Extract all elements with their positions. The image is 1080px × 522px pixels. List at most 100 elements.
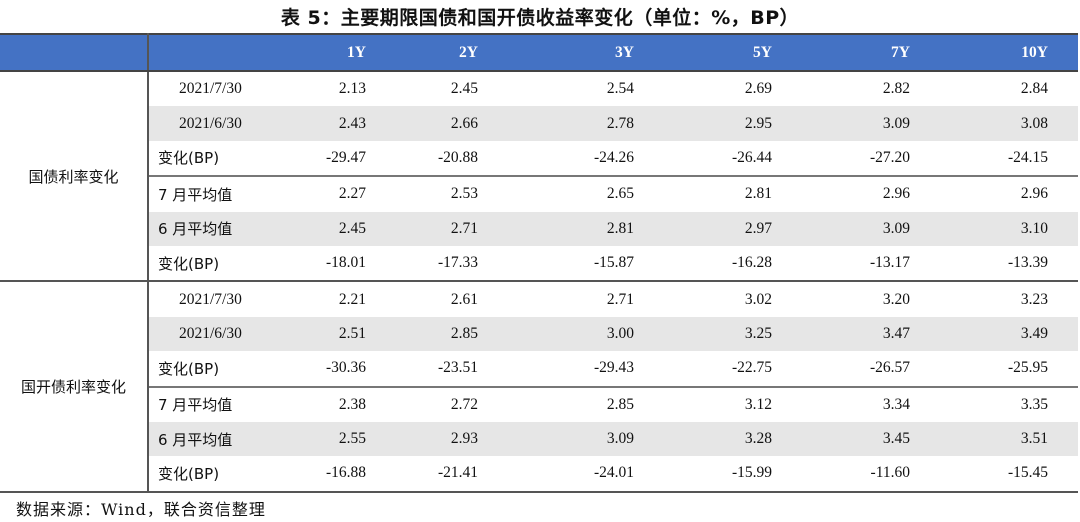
value-cell: 2.85 bbox=[490, 385, 646, 422]
value-cell: 2.61 bbox=[450, 290, 478, 308]
table-row: 7 月平均值 2.38 2.72 2.85 3.12 3.34 3.35 bbox=[0, 385, 1078, 422]
value-cell: -11.60 bbox=[784, 456, 922, 493]
value-cell: 2.84 bbox=[1020, 80, 1048, 98]
value-cell: 3.49 bbox=[922, 316, 1078, 352]
value-cell: 2.65 bbox=[490, 175, 646, 212]
value-cell: 2.82 bbox=[882, 80, 910, 98]
table-row: 变化(BP) -30.36 -23.51 -29.43 -22.75 -26.57 -25.… bbox=[0, 351, 1078, 386]
value-cell: -21.41 bbox=[378, 456, 490, 493]
value-cell: -23.51 bbox=[437, 359, 478, 377]
value-cell: 2.93 bbox=[378, 421, 490, 457]
value-cell: 3.08 bbox=[922, 106, 1078, 141]
value-cell: 2.81 bbox=[490, 211, 646, 246]
header-3y: 3Y bbox=[490, 33, 646, 72]
value-cell: -24.26 bbox=[593, 148, 634, 166]
value-cell: 2.96 bbox=[922, 175, 1078, 212]
value-cell: -22.75 bbox=[731, 359, 772, 377]
value-cell: 2.71 bbox=[606, 290, 634, 308]
row-label: 2021/7/30 bbox=[179, 80, 242, 98]
value-cell: 3.51 bbox=[922, 421, 1078, 457]
value-cell: 3.28 bbox=[646, 421, 784, 457]
value-cell: 2.97 bbox=[646, 211, 784, 246]
header-5y: 5Y bbox=[646, 33, 784, 72]
value-cell: 3.00 bbox=[490, 316, 646, 352]
table-row: 2021/6/30 2.51 2.85 3.00 3.25 3.47 3.49 bbox=[0, 316, 1078, 352]
value-cell: 3.10 bbox=[922, 211, 1078, 246]
table-row: 6 月平均值 2.55 2.93 3.09 3.28 3.45 3.51 bbox=[0, 421, 1078, 457]
row-label: 2021/6/30 bbox=[148, 106, 278, 141]
value-cell: -20.88 bbox=[437, 148, 478, 166]
row-label: 6 月平均值 bbox=[148, 211, 278, 246]
value-cell: 2.45 bbox=[278, 211, 378, 246]
row-label: 变化(BP) bbox=[148, 456, 278, 493]
value-cell: 2.43 bbox=[278, 106, 378, 141]
value-cell: -17.33 bbox=[378, 245, 490, 283]
value-cell: -15.87 bbox=[490, 245, 646, 283]
value-cell: -26.44 bbox=[731, 148, 772, 166]
value-cell: 2.71 bbox=[378, 211, 490, 246]
value-cell: 3.12 bbox=[646, 385, 784, 422]
value-cell: 3.20 bbox=[882, 290, 910, 308]
value-cell: 2.96 bbox=[784, 175, 922, 212]
value-cell: -30.36 bbox=[325, 359, 366, 377]
row-label: 6 月平均值 bbox=[148, 421, 278, 457]
table-title: 表 5：主要期限国债和国开债收益率变化（单位：%，BP） bbox=[280, 7, 800, 29]
row-label: 变化(BP) bbox=[148, 245, 278, 283]
value-cell: 3.47 bbox=[784, 316, 922, 352]
value-cell: -18.01 bbox=[278, 245, 378, 283]
table-row: 变化(BP) -29.47 -20.88 -24.26 -26.44 -27.20 -24.… bbox=[0, 141, 1078, 176]
value-cell: 3.09 bbox=[784, 106, 922, 141]
table-row: 2021/6/30 2.43 2.66 2.78 2.95 3.09 3.08 bbox=[0, 106, 1078, 141]
value-cell: -26.57 bbox=[869, 359, 910, 377]
value-cell: 2.85 bbox=[378, 316, 490, 352]
value-cell: -13.17 bbox=[784, 245, 922, 283]
value-cell: 2.66 bbox=[378, 106, 490, 141]
row-label: 2021/6/30 bbox=[148, 316, 278, 352]
row-label: 7 月平均值 bbox=[148, 385, 278, 422]
value-cell: 2.45 bbox=[450, 80, 478, 98]
value-cell: 2.21 bbox=[338, 290, 366, 308]
value-cell: 2.78 bbox=[490, 106, 646, 141]
value-cell: -15.45 bbox=[922, 456, 1078, 493]
value-cell: 3.25 bbox=[646, 316, 784, 352]
header-10y: 10Y bbox=[922, 33, 1078, 72]
value-cell: -16.88 bbox=[278, 456, 378, 493]
value-cell: 2.27 bbox=[278, 175, 378, 212]
value-cell: -24.01 bbox=[490, 456, 646, 493]
value-cell: 3.34 bbox=[784, 385, 922, 422]
value-cell: 3.35 bbox=[922, 385, 1078, 422]
table-row: 变化(BP) -18.01 -17.33 -15.87 -16.28 -13.17 -13.… bbox=[0, 245, 1078, 283]
value-cell: 2.81 bbox=[646, 175, 784, 212]
value-cell: 2.38 bbox=[278, 385, 378, 422]
value-cell: 3.23 bbox=[1020, 290, 1048, 308]
header-cell bbox=[148, 33, 278, 72]
value-cell: 3.09 bbox=[784, 211, 922, 246]
value-cell: 2.53 bbox=[378, 175, 490, 212]
table-row: 6 月平均值 2.45 2.71 2.81 2.97 3.09 3.10 bbox=[0, 211, 1078, 246]
value-cell: -24.15 bbox=[1007, 148, 1048, 166]
value-cell: -25.95 bbox=[1007, 359, 1048, 377]
header-7y: 7Y bbox=[784, 33, 922, 72]
value-cell: 2.95 bbox=[646, 106, 784, 141]
table-row: 国开债利率变化 2021/7/30 2.21 2.61 2.71 3.02 3.20 3.23 bbox=[0, 281, 1078, 493]
value-cell: 3.45 bbox=[784, 421, 922, 457]
row-label: 变化(BP) bbox=[158, 149, 220, 168]
value-cell: -13.39 bbox=[922, 245, 1078, 283]
value-cell: -16.28 bbox=[646, 245, 784, 283]
value-cell: -29.47 bbox=[325, 148, 366, 166]
value-cell: -29.43 bbox=[593, 359, 634, 377]
table-row: 7 月平均值 2.27 2.53 2.65 2.81 2.96 2.96 bbox=[0, 175, 1078, 212]
value-cell: 3.02 bbox=[744, 290, 772, 308]
row-label: 变化(BP) bbox=[158, 359, 220, 378]
value-cell: 2.51 bbox=[278, 316, 378, 352]
row-label: 2021/7/30 bbox=[179, 290, 242, 308]
value-cell: 2.69 bbox=[744, 80, 772, 98]
value-cell: 2.13 bbox=[338, 80, 366, 98]
value-cell: -15.99 bbox=[646, 456, 784, 493]
header-row: 1Y 2Y 3Y 5Y 7Y 10Y bbox=[0, 33, 1078, 72]
table-row: 变化(BP) -16.88 -21.41 -24.01 -15.99 -11.60 -15.… bbox=[0, 456, 1078, 493]
group-label: 国开债利率变化 bbox=[0, 281, 149, 493]
row-label: 7 月平均值 bbox=[148, 175, 278, 212]
header-2y: 2Y bbox=[378, 33, 490, 72]
table-row: 国债利率变化 2021/7/30 2.13 2.45 2.54 2.69 2.82 2.84 bbox=[0, 71, 1078, 283]
